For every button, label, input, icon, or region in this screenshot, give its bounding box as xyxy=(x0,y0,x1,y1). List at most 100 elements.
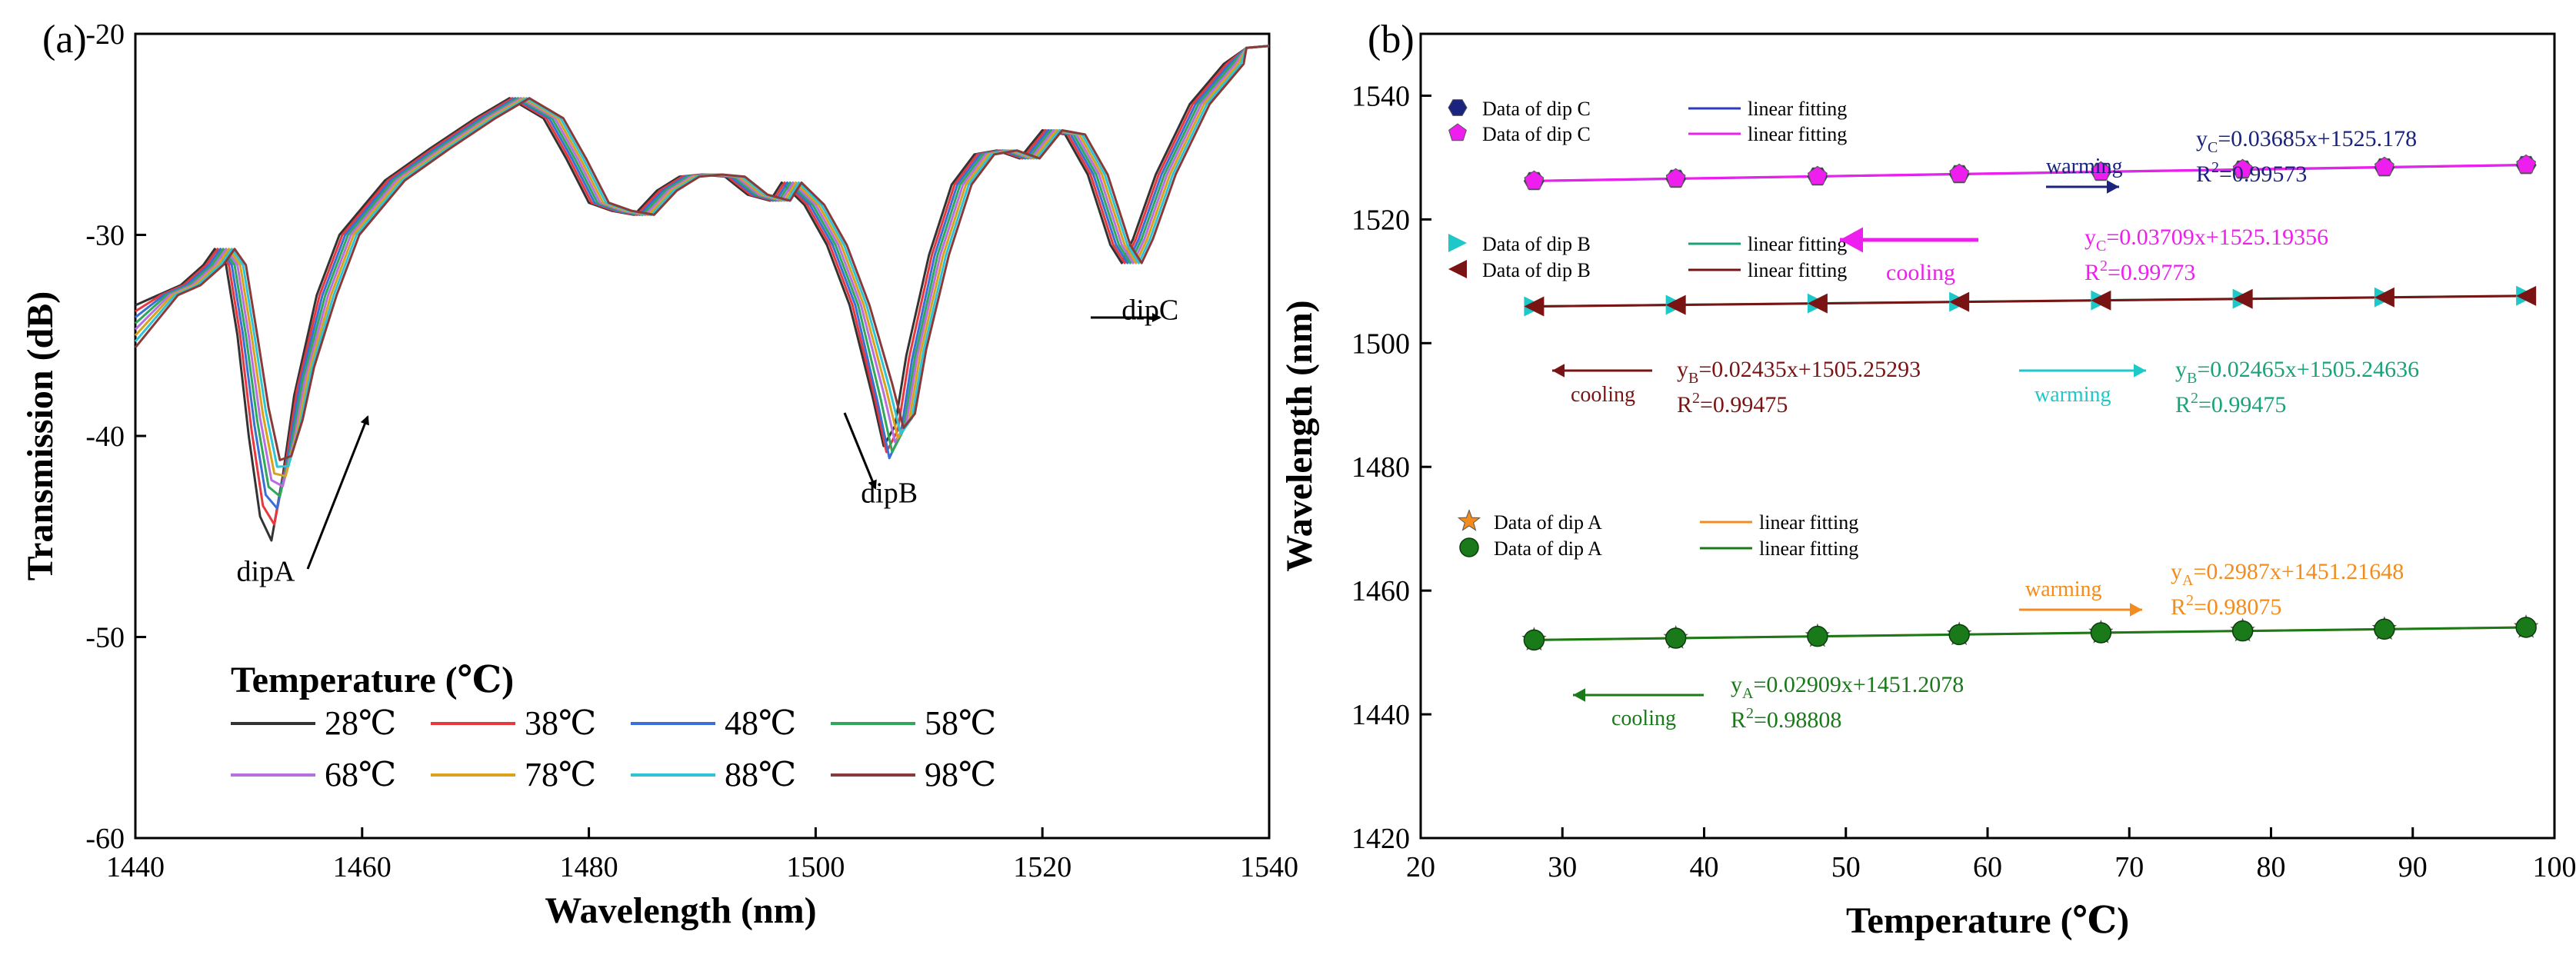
x-tick-label: 50 xyxy=(1831,851,1861,883)
series-line-28℃ xyxy=(135,46,1269,541)
legend-fit-label: linear fitting xyxy=(1759,537,1858,560)
arrow-label-warming: warming xyxy=(2034,383,2111,407)
arrow-label-warming: warming xyxy=(2025,577,2102,601)
data-point xyxy=(1460,538,1478,557)
equation-r2: R2=0.98808 xyxy=(1731,705,1841,733)
data-point xyxy=(1525,171,1544,189)
equation-r2: R2=0.98075 xyxy=(2171,592,2281,620)
panel-b-equations: yC=0.03685x+1525.178R2=0.99573yC=0.03709… xyxy=(1677,126,2419,733)
annotation-dipC: dipC xyxy=(1121,294,1178,326)
equation-r2: R2=0.99573 xyxy=(2196,159,2307,187)
y-tick-label: 1420 xyxy=(1351,823,1410,855)
arrow-label-cooling: cooling xyxy=(1571,383,1635,407)
legend-label: 48℃ xyxy=(725,704,796,742)
panel-a-label: (a) xyxy=(42,18,87,62)
data-point xyxy=(1448,234,1467,252)
data-point xyxy=(1448,260,1467,278)
x-tick-label: 60 xyxy=(1973,851,2002,883)
legend-label: 58℃ xyxy=(925,704,996,742)
panel-b-legends: Data of dip C linear fitting Data of dip C… xyxy=(1448,98,1858,560)
data-point xyxy=(1949,624,1969,644)
legend-fit-label: linear fitting xyxy=(1748,259,1847,281)
legend-label: 28℃ xyxy=(325,704,396,742)
annotation-dipA: dipA xyxy=(237,555,296,587)
panel-a-series-group xyxy=(135,46,1269,541)
data-point xyxy=(2374,619,2394,639)
legend-label: Data of dip A xyxy=(1494,537,1602,560)
equation-r2: R2=0.99773 xyxy=(2084,258,2195,285)
x-tick-label: 1440 xyxy=(106,851,165,883)
x-tick-label: 70 xyxy=(2114,851,2144,883)
direction-arrow-head xyxy=(2107,180,2119,194)
arrow-label-cooling: cooling xyxy=(1886,260,1955,285)
panel-b-direction-arrows: warming cooling cooling warming warming cooli… xyxy=(1552,155,2146,730)
series-line-48℃ xyxy=(135,46,1269,508)
y-tick-label: 1500 xyxy=(1351,328,1410,360)
arrow-dipA xyxy=(308,417,368,569)
y-tick-label: 1520 xyxy=(1351,204,1410,236)
panel-a-frame xyxy=(135,34,1269,838)
equation-r2: R2=0.99475 xyxy=(1677,390,1788,417)
legend-fit-label: linear fitting xyxy=(1748,233,1847,255)
legend-label: Data of dip B xyxy=(1482,259,1591,281)
annotation-dipB: dipB xyxy=(861,477,918,509)
legend-label: Data of dip C xyxy=(1482,123,1591,145)
panel-a-y-axis: -60 -50 -40 -30 -20 xyxy=(85,18,146,855)
direction-arrow-head xyxy=(1552,364,1565,378)
legend-fit-label: linear fitting xyxy=(1759,511,1858,534)
panel-b-frame xyxy=(1421,34,2554,838)
x-tick-label: 1520 xyxy=(1013,851,1071,883)
panel-a-x-axis-title: Wavelength (nm) xyxy=(545,890,816,931)
x-tick-label: 20 xyxy=(1406,851,1435,883)
y-tick-label: 1540 xyxy=(1351,80,1410,112)
data-point xyxy=(2091,623,2111,643)
direction-arrow-head xyxy=(1573,688,1585,702)
arrow-label-cooling: cooling xyxy=(1611,707,1676,730)
x-tick-label: 1480 xyxy=(560,851,618,883)
y-tick-label: -20 xyxy=(85,18,125,51)
x-tick-label: 1460 xyxy=(333,851,392,883)
x-tick-label: 100 xyxy=(2533,851,2576,883)
y-tick-label: 1460 xyxy=(1351,575,1410,607)
equation-r2: R2=0.99475 xyxy=(2175,390,2286,417)
equation: yC=0.03685x+1525.178 xyxy=(2196,126,2417,156)
equation: yB=0.02435x+1505.25293 xyxy=(1677,357,1921,387)
series-line-68℃ xyxy=(135,46,1269,487)
data-point xyxy=(1449,124,1467,141)
data-point xyxy=(1808,627,1828,647)
x-tick-label: 90 xyxy=(2398,851,2428,883)
equation: yA=0.2987x+1451.21648 xyxy=(2171,559,2404,589)
data-point xyxy=(2375,157,2394,175)
equation: yB=0.02465x+1505.24636 xyxy=(2175,357,2419,387)
panel-b-y-axis-title: Wavelength (nm) xyxy=(1279,300,1320,571)
panel-a-y-axis-title: Transmission (dB) xyxy=(20,291,61,581)
data-point xyxy=(1666,628,1686,648)
equation: yA=0.02909x+1451.2078 xyxy=(1731,672,1964,702)
arrow-label-warming: warming xyxy=(2046,155,2123,178)
arrow-dipB xyxy=(845,413,875,488)
y-tick-label: -30 xyxy=(85,220,125,252)
x-tick-label: 80 xyxy=(2257,851,2286,883)
series-line-38℃ xyxy=(135,46,1269,524)
y-tick-label: -40 xyxy=(85,421,125,453)
legend-label: 98℃ xyxy=(925,756,996,793)
y-tick-label: -60 xyxy=(85,823,125,855)
y-tick-label: -50 xyxy=(85,622,125,654)
legend-label: 38℃ xyxy=(525,704,596,742)
data-point xyxy=(2516,617,2536,637)
direction-arrow-head xyxy=(2130,603,2142,617)
legend-label: 78℃ xyxy=(525,756,596,793)
panel-a-legend-title: Temperature (℃) xyxy=(231,660,514,700)
data-point xyxy=(1950,164,1969,182)
legend-label: Data of dip C xyxy=(1482,98,1591,120)
y-tick-label: 1440 xyxy=(1351,699,1410,731)
panel-b-label: (b) xyxy=(1368,18,1415,62)
data-point xyxy=(1448,100,1467,116)
